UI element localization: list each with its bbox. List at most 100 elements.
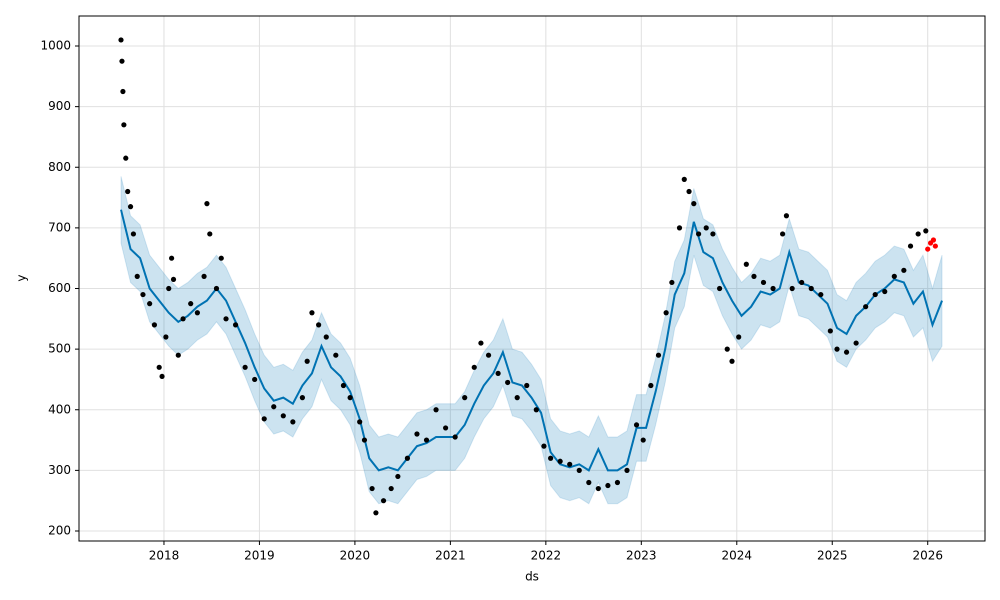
history-point [648,382,654,389]
history-point [423,437,430,443]
history-point [163,334,169,340]
history-point [130,231,137,237]
history-point [280,413,286,419]
history-point [834,346,840,352]
history-point [159,373,165,380]
history-point [882,288,888,295]
history-point [655,352,662,358]
history-point [404,455,411,461]
history-point [614,479,621,486]
history-point [505,379,511,386]
history-point [586,479,592,486]
recent-point [930,237,937,243]
y-tick-label: 700 [48,220,71,234]
history-point [333,352,339,358]
history-point [624,467,630,473]
y-tick-label: 600 [48,281,71,295]
history-point [576,467,582,473]
history-point [204,201,210,207]
history-point [309,310,315,316]
history-point [818,291,824,298]
x-tick-label: 2018 [149,549,180,563]
history-point [495,370,501,376]
uncertainty-band [120,176,943,505]
history-point [514,395,520,401]
history-point [567,461,573,467]
history-point [533,407,539,413]
history-point [524,382,530,389]
history-point [169,255,175,261]
y-tick-label: 1000 [40,39,71,53]
history-point [223,316,229,322]
x-tick-label: 2025 [817,549,848,563]
history-point [907,243,914,249]
history-point [252,376,258,383]
history-point [891,273,897,279]
history-point [633,422,640,428]
history-point [166,285,172,292]
x-tick-label: 2019 [244,549,275,563]
y-axis-label: y [15,274,29,281]
history-point [123,155,129,161]
history-point [827,328,833,334]
history-point [686,188,692,195]
history-point [724,346,730,352]
history-point [395,473,401,480]
history-point [676,225,683,231]
history-point [414,431,420,437]
history-point [118,37,124,43]
recent-point [925,246,931,252]
history-point [640,437,646,443]
y-tick-label: 200 [48,523,71,537]
history-point [261,416,267,422]
y-tick-label: 500 [48,342,71,356]
history-point [760,279,767,286]
history-point [361,437,368,443]
history-point [207,231,213,237]
history-point [380,498,387,504]
history-point [140,291,146,298]
history-point [743,261,749,267]
history-point [595,485,601,492]
history-point [180,316,186,322]
history-point [872,291,878,298]
history-point [323,334,329,340]
history-point [156,364,162,370]
history-point [433,407,439,413]
x-tick-label: 2026 [912,549,943,563]
y-tick-label: 400 [48,402,71,416]
history-point [232,322,239,328]
history-point [304,358,310,364]
history-point [213,285,220,292]
history-point [357,419,363,425]
plot-frame [78,15,986,542]
history-point [669,279,675,286]
history-point [201,273,207,279]
forecast-line [120,209,943,472]
history-point [134,273,140,279]
history-point [557,458,563,464]
x-tick-label: 2023 [626,549,657,563]
history-point [290,419,296,425]
y-tick-label: 800 [48,160,71,174]
history-point [373,510,379,516]
history-point [736,334,742,340]
history-point [175,352,181,358]
history-point [923,228,929,234]
history-point [121,122,127,128]
history-point [147,301,153,307]
history-point [780,231,786,237]
history-point [541,443,547,449]
history-point [710,231,716,237]
history-point [799,279,805,286]
history-point [863,304,869,310]
history-point [716,285,723,292]
y-tick-label: 300 [48,463,71,477]
history-point [271,404,277,410]
x-tick-label: 2021 [435,549,466,563]
history-point [901,267,907,273]
history-point [605,482,611,489]
history-point [485,352,492,358]
y-tick-label: 900 [48,99,71,113]
